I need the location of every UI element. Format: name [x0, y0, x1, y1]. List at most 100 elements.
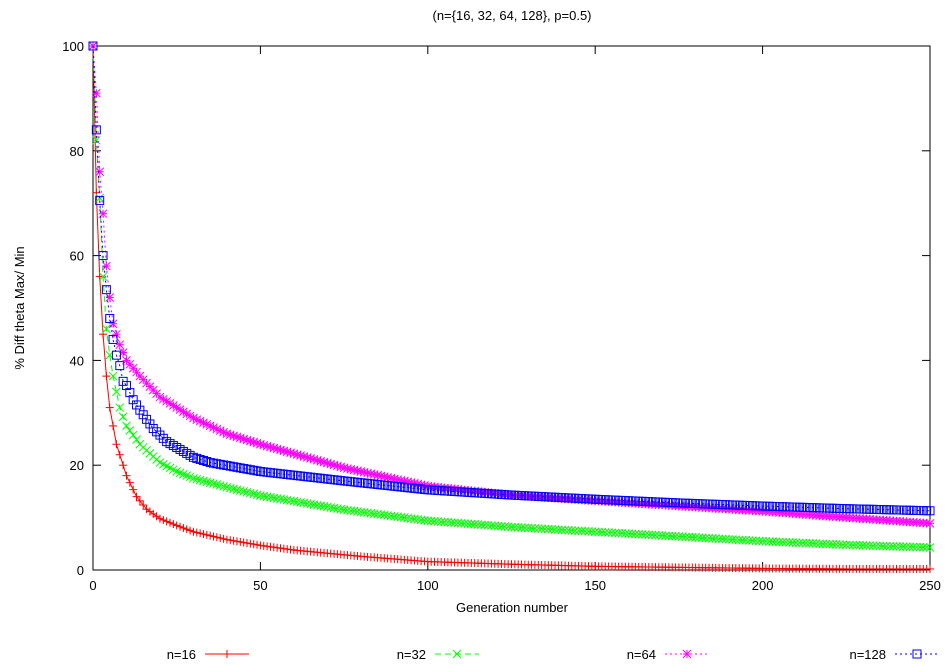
data-point	[520, 523, 530, 533]
data-point	[614, 528, 623, 538]
legend-item: n=128	[849, 647, 939, 662]
data-point	[848, 540, 858, 550]
data-point	[179, 469, 188, 479]
data-point	[734, 535, 744, 545]
data-point	[540, 524, 550, 534]
data-point	[252, 490, 262, 500]
data-point	[600, 527, 610, 537]
data-point	[433, 517, 443, 526]
data-point	[192, 453, 202, 463]
data-point	[450, 518, 459, 528]
data-point	[219, 481, 228, 491]
data-point	[818, 539, 828, 549]
data-point	[189, 413, 198, 423]
data-point	[664, 531, 674, 541]
data-point	[229, 484, 238, 494]
data-point	[155, 514, 164, 523]
legend-marker	[452, 649, 462, 659]
data-point	[209, 479, 218, 488]
data-point	[651, 530, 660, 540]
data-point	[229, 462, 239, 472]
data-point	[902, 542, 911, 552]
data-point	[215, 426, 225, 435]
data-point	[249, 465, 259, 475]
data-point	[865, 541, 875, 550]
data-point	[878, 541, 888, 551]
data-point	[714, 534, 724, 544]
data-point	[724, 534, 734, 544]
data-point	[885, 541, 895, 551]
x-tick-label: 200	[752, 578, 774, 593]
data-point	[125, 388, 135, 398]
data-point	[128, 395, 138, 405]
data-point	[781, 537, 791, 547]
data-point	[132, 435, 141, 445]
legend-label: n=16	[167, 647, 196, 662]
data-point	[119, 461, 128, 470]
data-point	[256, 439, 265, 449]
legend-item: n=32	[397, 647, 479, 662]
data-point	[838, 540, 848, 550]
data-point	[701, 533, 711, 543]
data-point	[473, 520, 483, 529]
plot-frame	[92, 45, 931, 571]
data-point	[232, 462, 242, 472]
data-point	[751, 536, 761, 546]
data-point	[172, 521, 181, 530]
data-point	[791, 538, 801, 548]
data-point	[681, 532, 690, 542]
data-point	[229, 536, 238, 545]
data-point	[497, 521, 506, 531]
data-point	[768, 537, 777, 546]
data-point	[186, 526, 195, 535]
data-point	[198, 455, 208, 465]
data-point	[122, 421, 131, 431]
data-point	[122, 471, 131, 480]
data-point	[239, 487, 249, 496]
data-point	[169, 520, 178, 529]
data-point	[477, 520, 486, 530]
data-point	[232, 485, 242, 495]
data-point	[805, 538, 814, 548]
data-point	[905, 542, 915, 552]
data-point	[185, 450, 195, 460]
data-point	[99, 330, 108, 339]
data-point	[282, 447, 292, 457]
data-point	[761, 536, 771, 546]
data-point	[537, 524, 546, 534]
data-point	[205, 478, 215, 488]
data-point	[570, 526, 580, 535]
data-point	[296, 451, 305, 460]
y-tick-label: 0	[77, 563, 84, 578]
data-point	[102, 261, 111, 271]
data-point	[446, 518, 456, 527]
data-point	[195, 454, 205, 464]
data-point	[436, 517, 446, 527]
legend-label: n=128	[849, 647, 886, 662]
data-point	[182, 525, 191, 534]
legend-item: n=64	[627, 647, 709, 662]
data-point	[440, 517, 449, 527]
data-point	[212, 533, 221, 542]
data-point	[222, 461, 232, 471]
data-point	[159, 516, 168, 525]
data-point	[269, 443, 279, 453]
data-point	[620, 529, 630, 538]
data-point	[135, 405, 145, 415]
y-axis-ticks: 0 20 40 60 80 100	[62, 39, 930, 578]
data-point	[125, 426, 135, 435]
data-point	[731, 535, 741, 545]
legend-marker	[912, 649, 922, 659]
data-point	[236, 537, 245, 546]
data-point	[674, 532, 684, 541]
data-point	[560, 525, 570, 535]
data-point	[249, 489, 259, 499]
data-point	[185, 411, 195, 421]
data-point	[98, 272, 108, 281]
data-point	[199, 530, 208, 539]
data-point	[543, 524, 553, 534]
x-axis-title: Generation number	[456, 600, 569, 615]
y-tick-label: 80	[70, 144, 84, 159]
data-point	[219, 534, 228, 543]
data-point	[841, 540, 851, 550]
